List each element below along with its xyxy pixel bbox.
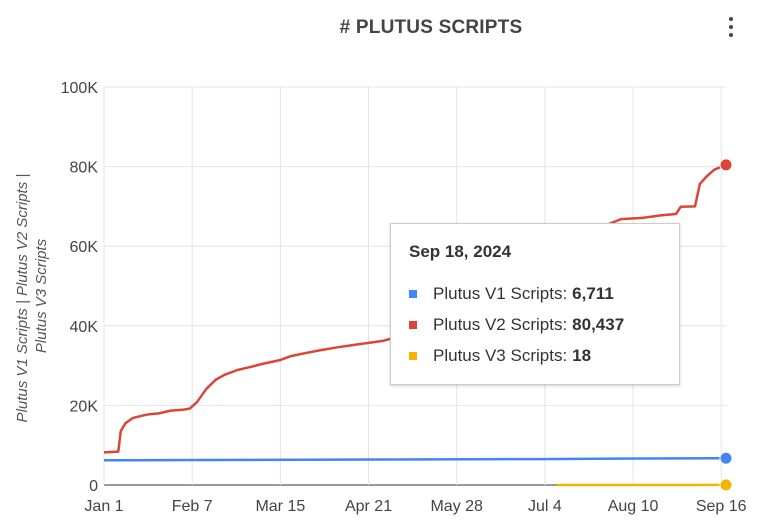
x-tick-label: Feb 7 bbox=[172, 498, 213, 515]
y-tick-label: 100K bbox=[61, 80, 99, 97]
more-vert-icon bbox=[729, 17, 733, 21]
hover-point-v2[interactable] bbox=[719, 158, 733, 172]
more-vert-icon-dot bbox=[729, 25, 733, 29]
y-tick-label: 60K bbox=[70, 239, 99, 256]
legend-swatch-v3 bbox=[409, 351, 417, 360]
chart-title: # PLUTUS SCRIPTS bbox=[339, 17, 523, 38]
chart-tooltip: Sep 18, 2024 Plutus V1 Scripts: 6,711 Pl… bbox=[390, 223, 680, 385]
tooltip-date: Sep 18, 2024 bbox=[409, 242, 512, 261]
x-tick-label: Jan 1 bbox=[84, 498, 123, 515]
y-axis-title: Plutus V1 Scripts | Plutus V2 Scripts | … bbox=[14, 170, 50, 423]
tooltip-value: 6,711 bbox=[572, 283, 614, 303]
tooltip-row-v3: Plutus V3 Scripts: 18 bbox=[409, 340, 679, 371]
y-tick-label: 80K bbox=[70, 160, 99, 177]
legend-swatch-v1 bbox=[409, 289, 417, 298]
y-tick-label: 20K bbox=[70, 398, 99, 415]
x-tick-label: Sep 16 bbox=[696, 498, 747, 515]
x-tick-label: Jul 4 bbox=[528, 498, 562, 515]
hover-point-v3[interactable] bbox=[719, 478, 733, 492]
axis-labels: 0 20K 40K 60K 80K 100K Jan 1 Feb 7 Mar 15 Apr 21 M… bbox=[61, 80, 747, 515]
x-tick-label: Apr 21 bbox=[345, 498, 392, 515]
tooltip-value: 80,437 bbox=[572, 314, 625, 334]
x-tick-label: Mar 15 bbox=[255, 498, 305, 515]
tooltip-label: Plutus V2 Scripts: bbox=[433, 314, 568, 334]
tooltip-row-v1: Plutus V1 Scripts: 6,711 bbox=[409, 278, 679, 309]
more-options-button[interactable] bbox=[719, 12, 743, 42]
tooltip-value: 18 bbox=[572, 345, 592, 365]
series-lines bbox=[103, 158, 733, 492]
more-vert-icon-dot bbox=[729, 33, 733, 37]
tooltip-label: Plutus V3 Scripts: bbox=[433, 345, 568, 365]
y-tick-label: 0 bbox=[89, 478, 98, 495]
y-tick-label: 40K bbox=[70, 319, 99, 336]
x-tick-label: May 28 bbox=[430, 498, 483, 515]
hover-point-v1[interactable] bbox=[719, 451, 733, 465]
x-tick-label: Aug 10 bbox=[608, 498, 659, 515]
legend-swatch-v2 bbox=[409, 320, 417, 329]
tooltip-label: Plutus V1 Scripts: bbox=[433, 283, 568, 303]
series-line-v1 bbox=[103, 457, 727, 462]
tooltip-row-v2: Plutus V2 Scripts: 80,437 bbox=[409, 309, 679, 340]
series-line-v2 bbox=[103, 163, 727, 454]
